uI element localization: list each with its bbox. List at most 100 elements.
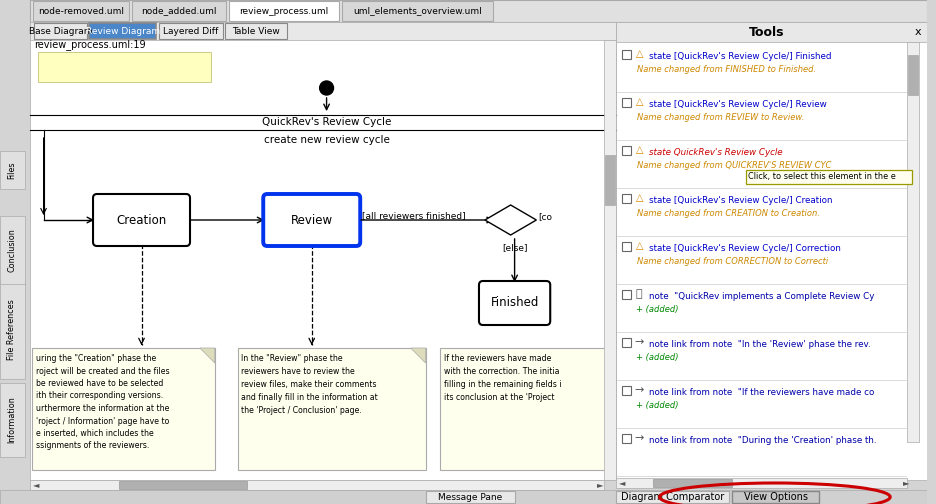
Bar bbox=[0, 216, 24, 284]
Bar bbox=[237, 348, 425, 470]
Bar bbox=[30, 22, 615, 480]
Bar bbox=[622, 338, 631, 347]
Bar bbox=[0, 490, 927, 504]
Bar bbox=[34, 23, 87, 39]
Text: Review Diagram: Review Diagram bbox=[85, 27, 160, 35]
Text: note link from note  "If the reviewers have made co: note link from note "If the reviewers ha… bbox=[649, 388, 873, 397]
Text: state [QuickRev's Review Cycle/] Finished: state [QuickRev's Review Cycle/] Finishe… bbox=[649, 52, 831, 61]
Text: QuickRev's Review Cycle: QuickRev's Review Cycle bbox=[261, 117, 391, 127]
Text: + (added): + (added) bbox=[636, 353, 678, 362]
FancyBboxPatch shape bbox=[263, 194, 359, 246]
Bar bbox=[32, 348, 214, 470]
Bar bbox=[622, 290, 631, 299]
Text: its conclusion at the 'Project: its conclusion at the 'Project bbox=[444, 393, 554, 402]
Text: View Options: View Options bbox=[743, 492, 807, 502]
Text: Base Diagram: Base Diagram bbox=[29, 27, 92, 35]
Text: Name changed from CREATION to Creation.: Name changed from CREATION to Creation. bbox=[636, 209, 819, 218]
Polygon shape bbox=[410, 348, 425, 363]
Text: File References: File References bbox=[7, 299, 16, 360]
Text: and finally fill in the information at: and finally fill in the information at bbox=[241, 393, 378, 402]
Bar bbox=[622, 50, 631, 59]
Text: Name changed from REVIEW to Review.: Name changed from REVIEW to Review. bbox=[636, 113, 804, 122]
Text: note link from note  "In the 'Review' phase the rev.: note link from note "In the 'Review' pha… bbox=[649, 340, 870, 349]
FancyBboxPatch shape bbox=[93, 194, 190, 246]
Text: urthermore the information at the: urthermore the information at the bbox=[36, 404, 168, 413]
Bar bbox=[604, 155, 614, 205]
Text: ith their corresponding versions.: ith their corresponding versions. bbox=[36, 392, 163, 401]
Text: uml_elements_overview.uml: uml_elements_overview.uml bbox=[353, 7, 481, 16]
Text: Information: Information bbox=[7, 397, 16, 444]
Text: e inserted, which includes the: e inserted, which includes the bbox=[36, 429, 154, 438]
Text: Layered Diff: Layered Diff bbox=[163, 27, 218, 35]
Text: →: → bbox=[634, 385, 643, 395]
Text: roject will be created and the files: roject will be created and the files bbox=[36, 366, 169, 375]
Text: Name changed from QUICKREV'S REVIEW CYC: Name changed from QUICKREV'S REVIEW CYC bbox=[636, 161, 831, 170]
Text: review files, make their comments: review files, make their comments bbox=[241, 380, 376, 389]
Text: →: → bbox=[634, 433, 643, 443]
Text: ◄: ◄ bbox=[618, 478, 624, 487]
Text: △: △ bbox=[636, 193, 643, 203]
Text: the 'Project / Conclusion' page.: the 'Project / Conclusion' page. bbox=[241, 406, 362, 415]
Text: reviewers have to review the: reviewers have to review the bbox=[241, 367, 355, 376]
Bar bbox=[615, 22, 927, 480]
Bar bbox=[89, 23, 156, 39]
Bar bbox=[131, 1, 226, 21]
Bar bbox=[0, 151, 24, 189]
Bar bbox=[159, 23, 223, 39]
Text: ⌒: ⌒ bbox=[635, 289, 641, 299]
Text: [all reviewers finished]: [all reviewers finished] bbox=[362, 212, 465, 221]
Text: filling in the remaining fields i: filling in the remaining fields i bbox=[444, 380, 562, 389]
Text: note link from note  "During the 'Creation' phase th.: note link from note "During the 'Creatio… bbox=[649, 436, 876, 445]
Bar bbox=[908, 55, 917, 95]
Bar bbox=[732, 491, 818, 503]
Polygon shape bbox=[485, 205, 535, 235]
Text: state [QuickRev's Review Cycle/] Correction: state [QuickRev's Review Cycle/] Correct… bbox=[649, 244, 841, 253]
Bar bbox=[615, 478, 906, 488]
Text: node_added.uml: node_added.uml bbox=[140, 7, 216, 16]
Text: Name changed from CORRECTION to Correcti: Name changed from CORRECTION to Correcti bbox=[636, 257, 827, 266]
Bar bbox=[425, 491, 514, 503]
Text: Tools: Tools bbox=[749, 26, 783, 38]
Text: [else]: [else] bbox=[502, 243, 527, 253]
Bar bbox=[745, 170, 912, 184]
Text: state [QuickRev's Review Cycle/] Creation: state [QuickRev's Review Cycle/] Creatio… bbox=[649, 196, 832, 205]
Text: →: → bbox=[634, 337, 643, 347]
Circle shape bbox=[319, 81, 333, 95]
Bar bbox=[342, 1, 492, 21]
Bar bbox=[622, 242, 631, 251]
Text: Message Pane: Message Pane bbox=[437, 492, 502, 501]
Text: △: △ bbox=[636, 145, 643, 155]
Text: Finished: Finished bbox=[490, 296, 538, 309]
Bar bbox=[622, 146, 631, 155]
Bar bbox=[0, 281, 24, 379]
Text: Files: Files bbox=[7, 161, 16, 179]
Text: [co: [co bbox=[538, 213, 551, 221]
Text: ►: ► bbox=[901, 478, 908, 487]
Bar bbox=[30, 480, 603, 490]
Bar bbox=[119, 481, 247, 489]
Bar bbox=[228, 1, 339, 21]
Text: note  "QuickRev implements a Complete Review Cy: note "QuickRev implements a Complete Rev… bbox=[649, 292, 873, 301]
Text: uring the "Creation" phase the: uring the "Creation" phase the bbox=[36, 354, 155, 363]
Text: △: △ bbox=[636, 49, 643, 59]
Text: Table View: Table View bbox=[232, 27, 279, 35]
Text: △: △ bbox=[636, 97, 643, 107]
Bar bbox=[225, 23, 286, 39]
Bar bbox=[615, 491, 728, 503]
Text: + (added): + (added) bbox=[636, 305, 678, 314]
Text: If the reviewers have made: If the reviewers have made bbox=[444, 354, 551, 363]
Bar bbox=[30, 0, 927, 22]
Text: ◄: ◄ bbox=[33, 480, 39, 489]
Text: create new review cycle: create new review cycle bbox=[263, 135, 389, 145]
Text: ►: ► bbox=[596, 480, 603, 489]
Bar bbox=[615, 22, 927, 42]
Bar bbox=[906, 42, 918, 442]
Bar bbox=[30, 22, 615, 40]
Text: review_process.uml:19: review_process.uml:19 bbox=[34, 39, 145, 50]
Text: Conclusion: Conclusion bbox=[7, 228, 16, 272]
Text: Creation: Creation bbox=[116, 214, 167, 226]
Text: Click, to select this element in the e: Click, to select this element in the e bbox=[747, 172, 895, 181]
Text: ssignments of the reviewers.: ssignments of the reviewers. bbox=[36, 442, 149, 451]
Bar bbox=[33, 1, 128, 21]
Bar bbox=[0, 383, 24, 457]
